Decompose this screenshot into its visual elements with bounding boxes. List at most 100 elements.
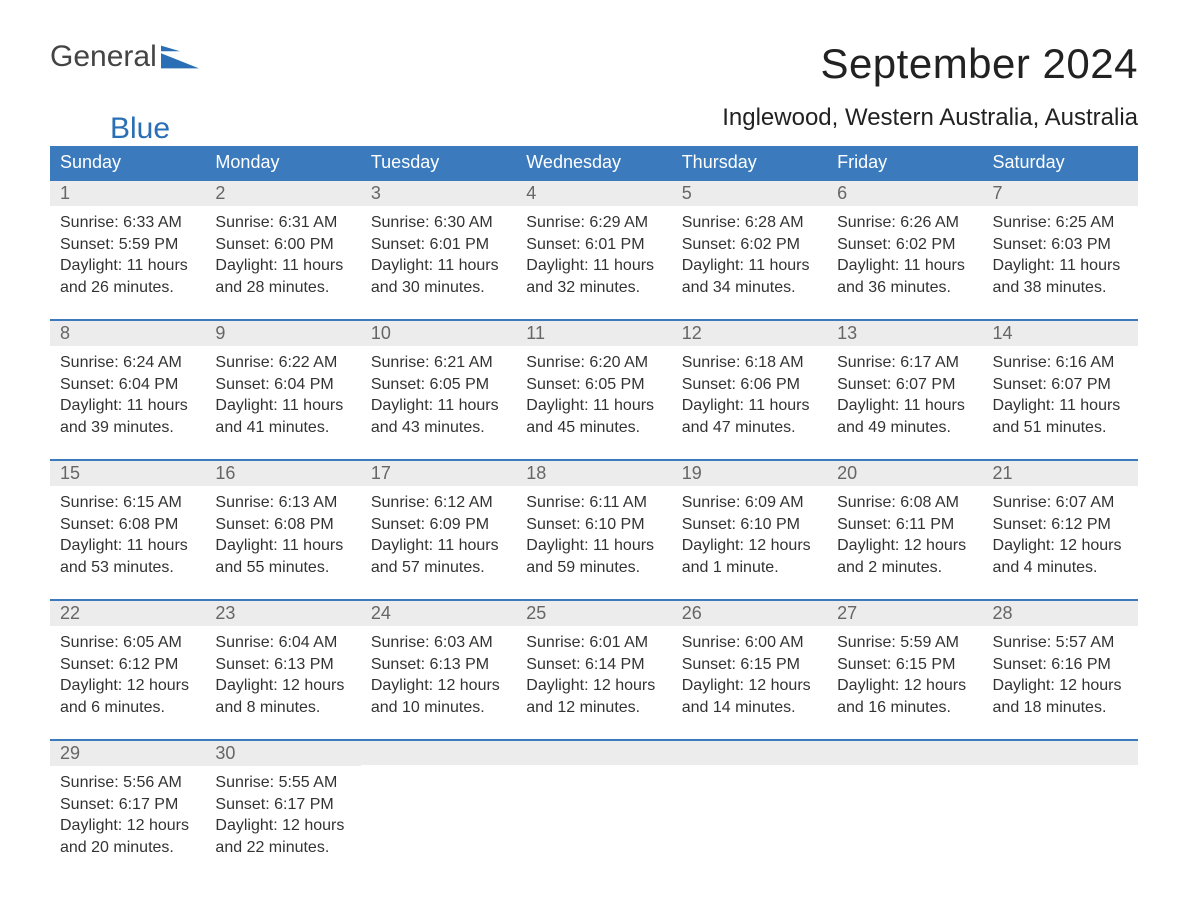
weekday-header: Monday — [205, 146, 360, 180]
day-body: Sunrise: 6:03 AMSunset: 6:13 PMDaylight:… — [361, 626, 516, 728]
week-row: 8Sunrise: 6:24 AMSunset: 6:04 PMDaylight… — [50, 320, 1138, 460]
day-number: 17 — [361, 461, 516, 486]
sunrise-text: Sunrise: 6:03 AM — [371, 632, 506, 654]
daylight1-text: Daylight: 11 hours — [60, 535, 195, 557]
daylight1-text: Daylight: 12 hours — [837, 535, 972, 557]
sunset-text: Sunset: 6:04 PM — [215, 374, 350, 396]
day-number — [983, 741, 1138, 765]
day-number: 28 — [983, 601, 1138, 626]
day-body: Sunrise: 6:24 AMSunset: 6:04 PMDaylight:… — [50, 346, 205, 448]
sunset-text: Sunset: 6:14 PM — [526, 654, 661, 676]
sunset-text: Sunset: 6:02 PM — [837, 234, 972, 256]
daylight2-text: and 36 minutes. — [837, 277, 972, 299]
day-cell — [672, 740, 827, 880]
day-cell: 24Sunrise: 6:03 AMSunset: 6:13 PMDayligh… — [361, 600, 516, 740]
sunrise-text: Sunrise: 6:21 AM — [371, 352, 506, 374]
daylight1-text: Daylight: 11 hours — [682, 255, 817, 277]
sunset-text: Sunset: 6:17 PM — [60, 794, 195, 816]
daylight2-text: and 41 minutes. — [215, 417, 350, 439]
day-body: Sunrise: 6:07 AMSunset: 6:12 PMDaylight:… — [983, 486, 1138, 588]
day-body — [827, 765, 982, 781]
sunset-text: Sunset: 6:17 PM — [215, 794, 350, 816]
day-number: 16 — [205, 461, 360, 486]
day-number: 24 — [361, 601, 516, 626]
sunset-text: Sunset: 6:12 PM — [60, 654, 195, 676]
sunset-text: Sunset: 6:01 PM — [526, 234, 661, 256]
sunrise-text: Sunrise: 6:09 AM — [682, 492, 817, 514]
sunset-text: Sunset: 6:09 PM — [371, 514, 506, 536]
daylight2-text: and 4 minutes. — [993, 557, 1128, 579]
daylight1-text: Daylight: 11 hours — [526, 255, 661, 277]
day-number: 6 — [827, 181, 982, 206]
daylight1-text: Daylight: 11 hours — [993, 395, 1128, 417]
day-number: 21 — [983, 461, 1138, 486]
day-body — [672, 765, 827, 781]
daylight1-text: Daylight: 11 hours — [60, 395, 195, 417]
daylight1-text: Daylight: 11 hours — [526, 395, 661, 417]
daylight2-text: and 8 minutes. — [215, 697, 350, 719]
day-cell: 28Sunrise: 5:57 AMSunset: 6:16 PMDayligh… — [983, 600, 1138, 740]
weekday-header: Friday — [827, 146, 982, 180]
day-body: Sunrise: 6:04 AMSunset: 6:13 PMDaylight:… — [205, 626, 360, 728]
day-number: 23 — [205, 601, 360, 626]
sunset-text: Sunset: 6:15 PM — [837, 654, 972, 676]
day-body: Sunrise: 6:00 AMSunset: 6:15 PMDaylight:… — [672, 626, 827, 728]
day-body: Sunrise: 6:13 AMSunset: 6:08 PMDaylight:… — [205, 486, 360, 588]
day-number: 10 — [361, 321, 516, 346]
weekday-header: Sunday — [50, 146, 205, 180]
daylight2-text: and 43 minutes. — [371, 417, 506, 439]
daylight1-text: Daylight: 11 hours — [993, 255, 1128, 277]
daylight1-text: Daylight: 11 hours — [215, 255, 350, 277]
day-cell: 17Sunrise: 6:12 AMSunset: 6:09 PMDayligh… — [361, 460, 516, 600]
day-cell: 25Sunrise: 6:01 AMSunset: 6:14 PMDayligh… — [516, 600, 671, 740]
title-block: September 2024 — [820, 40, 1138, 88]
daylight1-text: Daylight: 12 hours — [60, 675, 195, 697]
day-body: Sunrise: 5:55 AMSunset: 6:17 PMDaylight:… — [205, 766, 360, 868]
day-body: Sunrise: 6:16 AMSunset: 6:07 PMDaylight:… — [983, 346, 1138, 448]
daylight1-text: Daylight: 11 hours — [526, 535, 661, 557]
day-cell: 7Sunrise: 6:25 AMSunset: 6:03 PMDaylight… — [983, 180, 1138, 320]
day-number: 15 — [50, 461, 205, 486]
sunset-text: Sunset: 6:05 PM — [526, 374, 661, 396]
day-number: 25 — [516, 601, 671, 626]
sunrise-text: Sunrise: 6:30 AM — [371, 212, 506, 234]
weekday-header: Thursday — [672, 146, 827, 180]
day-number: 13 — [827, 321, 982, 346]
day-cell — [827, 740, 982, 880]
day-cell: 12Sunrise: 6:18 AMSunset: 6:06 PMDayligh… — [672, 320, 827, 460]
day-body — [983, 765, 1138, 781]
sunset-text: Sunset: 6:07 PM — [993, 374, 1128, 396]
day-cell: 18Sunrise: 6:11 AMSunset: 6:10 PMDayligh… — [516, 460, 671, 600]
daylight1-text: Daylight: 12 hours — [60, 815, 195, 837]
sunrise-text: Sunrise: 6:33 AM — [60, 212, 195, 234]
daylight2-text: and 51 minutes. — [993, 417, 1128, 439]
brand-logo-line2: Blue — [50, 112, 170, 146]
day-cell: 29Sunrise: 5:56 AMSunset: 6:17 PMDayligh… — [50, 740, 205, 880]
week-row: 1Sunrise: 6:33 AMSunset: 5:59 PMDaylight… — [50, 180, 1138, 320]
sunrise-text: Sunrise: 6:18 AM — [682, 352, 817, 374]
day-number — [516, 741, 671, 765]
daylight2-text: and 20 minutes. — [60, 837, 195, 859]
day-body: Sunrise: 6:22 AMSunset: 6:04 PMDaylight:… — [205, 346, 360, 448]
sunset-text: Sunset: 5:59 PM — [60, 234, 195, 256]
sunset-text: Sunset: 6:11 PM — [837, 514, 972, 536]
day-number: 20 — [827, 461, 982, 486]
day-body: Sunrise: 6:12 AMSunset: 6:09 PMDaylight:… — [361, 486, 516, 588]
day-cell — [361, 740, 516, 880]
day-body: Sunrise: 6:11 AMSunset: 6:10 PMDaylight:… — [516, 486, 671, 588]
daylight2-text: and 53 minutes. — [60, 557, 195, 579]
daylight1-text: Daylight: 11 hours — [60, 255, 195, 277]
weekday-header: Wednesday — [516, 146, 671, 180]
day-body: Sunrise: 6:21 AMSunset: 6:05 PMDaylight:… — [361, 346, 516, 448]
sunset-text: Sunset: 6:16 PM — [993, 654, 1128, 676]
sunrise-text: Sunrise: 6:29 AM — [526, 212, 661, 234]
sunset-text: Sunset: 6:04 PM — [60, 374, 195, 396]
daylight2-text: and 1 minute. — [682, 557, 817, 579]
daylight2-text: and 59 minutes. — [526, 557, 661, 579]
sunset-text: Sunset: 6:02 PM — [682, 234, 817, 256]
daylight2-text: and 38 minutes. — [993, 277, 1128, 299]
day-body: Sunrise: 6:25 AMSunset: 6:03 PMDaylight:… — [983, 206, 1138, 308]
day-cell: 23Sunrise: 6:04 AMSunset: 6:13 PMDayligh… — [205, 600, 360, 740]
sunrise-text: Sunrise: 6:00 AM — [682, 632, 817, 654]
daylight2-text: and 49 minutes. — [837, 417, 972, 439]
